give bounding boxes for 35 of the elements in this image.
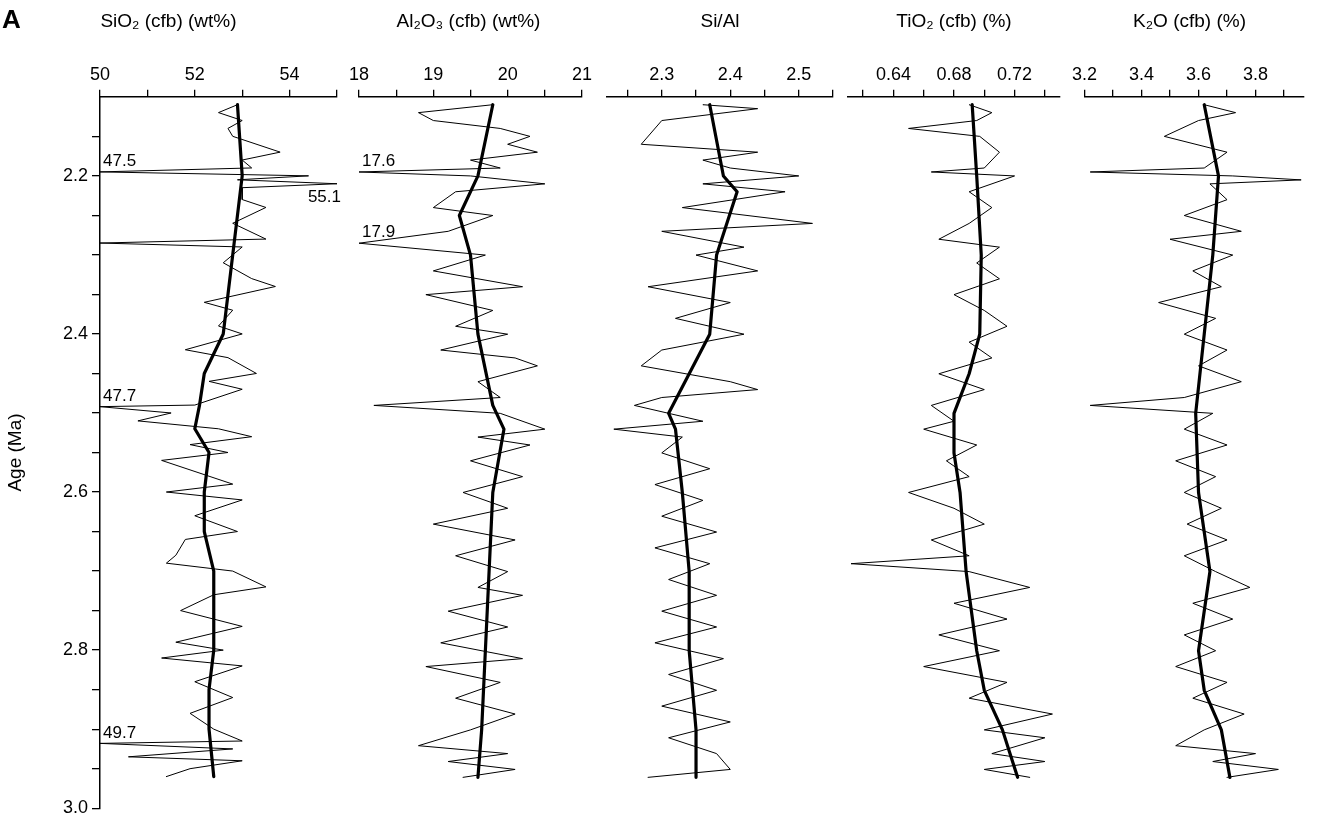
text: A xyxy=(2,4,21,35)
annotation: 49.7 xyxy=(103,722,137,742)
annotation: 47.7 xyxy=(103,385,137,405)
annotation: 17.6 xyxy=(362,151,396,171)
y-tick-label: 2.6 xyxy=(62,480,88,501)
y-tick-label: 2.4 xyxy=(62,322,88,343)
annotation: 55.1 xyxy=(307,186,341,206)
x-tick-label: 52 xyxy=(184,63,205,84)
chart-title: Si/Al xyxy=(700,9,740,31)
y-tick-label: 3.0 xyxy=(62,797,88,818)
x-tick-label: 2.3 xyxy=(649,63,675,84)
x-tick-label: 3.2 xyxy=(1072,63,1098,84)
x-tick-label: 54 xyxy=(279,63,300,84)
x-tick-label: 3.6 xyxy=(1186,63,1212,84)
x-tick-label: 2.4 xyxy=(717,63,743,84)
x-tick-label: 0.68 xyxy=(936,63,972,84)
y-tick-label: 2.2 xyxy=(62,164,88,185)
chart-title: TiO₂ (cfb) (%) xyxy=(896,9,1012,31)
x-tick-label: 2.5 xyxy=(786,63,812,84)
chart-title: Al₂O₃ (cfb) (wt%) xyxy=(396,9,541,31)
annotation: 47.5 xyxy=(103,151,137,171)
chart-title: K₂O (cfb) (%) xyxy=(1133,9,1246,31)
x-tick-label: 18 xyxy=(349,63,370,84)
x-tick-label: 21 xyxy=(571,63,592,84)
y-axis-title: Age (Ma) xyxy=(3,413,25,492)
x-tick-label: 0.72 xyxy=(997,63,1033,84)
x-tick-label: 50 xyxy=(89,63,111,84)
x-tick-label: 0.64 xyxy=(875,63,911,84)
x-tick-label: 3.8 xyxy=(1243,63,1269,84)
annotation: 17.9 xyxy=(362,222,396,242)
y-tick-label: 2.8 xyxy=(62,639,88,660)
x-tick-label: 3.4 xyxy=(1129,63,1155,84)
x-tick-label: 19 xyxy=(423,63,444,84)
x-tick-label: 20 xyxy=(497,63,518,84)
chart-title: SiO₂ (cfb) (wt%) xyxy=(100,9,237,31)
